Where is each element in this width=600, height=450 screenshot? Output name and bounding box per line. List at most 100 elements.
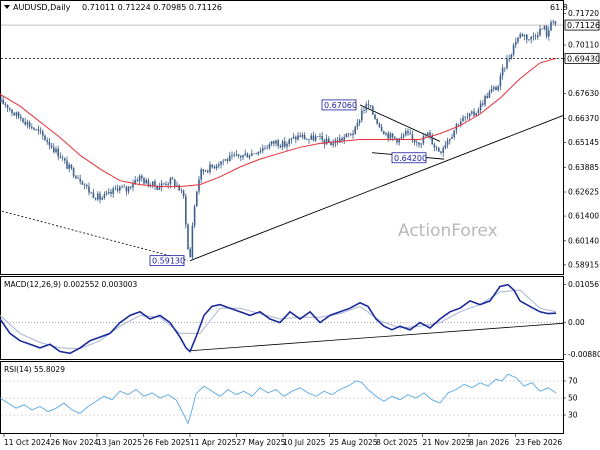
- candle-body: [119, 186, 121, 191]
- candle-body: [242, 155, 244, 158]
- date-label: 8 Jan 2026: [469, 438, 509, 447]
- candle-body: [515, 41, 517, 46]
- candle-body: [90, 192, 92, 194]
- candle-body: [545, 26, 548, 37]
- date-label: 26 Feb 2025: [144, 438, 191, 447]
- candle-body: [413, 138, 416, 143]
- candle-body: [24, 121, 26, 125]
- candle-body: [191, 225, 194, 258]
- candle-body: [103, 194, 106, 198]
- candle-body: [207, 170, 209, 173]
- candle-body: [354, 126, 356, 134]
- candle-body: [378, 124, 381, 127]
- candle-body: [394, 137, 396, 139]
- candle-body: [341, 138, 343, 141]
- date-label: 21 Nov 2025: [423, 438, 471, 447]
- candle-body: [479, 103, 482, 111]
- candle-body: [35, 129, 37, 130]
- rsi-indicator: [0, 373, 563, 425]
- candle-body: [211, 164, 213, 167]
- candle-body: [253, 153, 255, 155]
- candle-body: [297, 135, 299, 140]
- candle-body: [88, 186, 90, 193]
- price-tick-label: 0.71720: [568, 9, 599, 18]
- candle-body: [6, 104, 9, 109]
- candle-body: [0, 99, 2, 103]
- candle-body: [319, 136, 321, 137]
- ohlc-values: 0.71011 0.71224 0.70985 0.71126: [82, 3, 222, 12]
- candle-body: [121, 186, 123, 188]
- candle-body: [123, 186, 125, 188]
- candle-body: [187, 224, 189, 250]
- candle-body: [200, 169, 202, 180]
- collapse-triangle-icon[interactable]: [4, 5, 10, 9]
- candle-body: [209, 164, 211, 173]
- macd-panel-frame: [0, 276, 564, 360]
- dashed-trendline: [1, 210, 189, 262]
- candle-body: [141, 175, 143, 179]
- candle-body: [138, 175, 141, 182]
- candle-body: [543, 26, 546, 29]
- candle-body: [145, 180, 147, 184]
- candle-body: [154, 181, 156, 187]
- ma-value-tag-text: 0.69430: [567, 54, 600, 63]
- candle-body: [449, 138, 451, 141]
- candle-body: [424, 136, 427, 137]
- candle-body: [490, 89, 493, 92]
- candle-body: [262, 148, 264, 151]
- candle-body: [134, 180, 136, 184]
- candle-body: [66, 160, 68, 169]
- candle-body: [471, 111, 473, 114]
- candle-body: [460, 121, 462, 125]
- candle-body: [31, 127, 33, 128]
- candle-body: [519, 34, 521, 38]
- macd-tick-label: 0.010567: [568, 280, 600, 289]
- candle-body: [44, 135, 46, 141]
- candle-body: [398, 138, 400, 143]
- candle-body: [528, 39, 530, 40]
- candle-body: [28, 122, 31, 128]
- rsi-panel-frame: [0, 361, 564, 434]
- candle-body: [462, 117, 464, 122]
- candle-body: [48, 141, 51, 146]
- candle-body: [442, 148, 444, 153]
- candle-body: [475, 112, 477, 116]
- macd-signal-line: [0, 289, 557, 350]
- candle-body: [372, 106, 374, 115]
- rsi-axis: 70 50 30: [563, 377, 578, 420]
- candle-body: [477, 110, 480, 113]
- candle-body: [433, 144, 436, 148]
- candle-body: [468, 113, 471, 117]
- candle-body: [22, 118, 24, 122]
- candle-body: [229, 155, 231, 162]
- candle-body: [407, 131, 409, 134]
- candle-body: [215, 165, 218, 169]
- candle-body: [554, 21, 557, 24]
- candle-body: [466, 116, 469, 118]
- candle-body: [301, 134, 304, 137]
- candle-body: [233, 154, 235, 156]
- support-trendline: [189, 115, 564, 262]
- candle-body: [464, 116, 466, 118]
- candle-body: [222, 160, 224, 162]
- candle-body: [189, 249, 191, 258]
- candle-body: [427, 132, 429, 137]
- candle-body: [317, 136, 319, 137]
- candle-body: [158, 187, 161, 190]
- candle-body: [185, 196, 187, 225]
- candle-body: [251, 153, 253, 157]
- candle-body: [411, 134, 414, 139]
- price-tick-label: 0.60140: [568, 236, 599, 245]
- candle-body: [290, 138, 293, 140]
- candle-body: [165, 183, 167, 186]
- candle-body: [114, 188, 117, 190]
- high-label: 0.67060: [324, 101, 357, 110]
- macd-title: MACD(12,26,9) 0.002552 0.003003: [4, 280, 138, 289]
- candle-body: [391, 133, 394, 138]
- candle-body: [523, 34, 526, 36]
- date-label: 10 Jul 2025: [283, 438, 326, 447]
- candle-body: [257, 151, 260, 155]
- ma-value-tag: [564, 52, 600, 64]
- candle-body: [202, 169, 205, 172]
